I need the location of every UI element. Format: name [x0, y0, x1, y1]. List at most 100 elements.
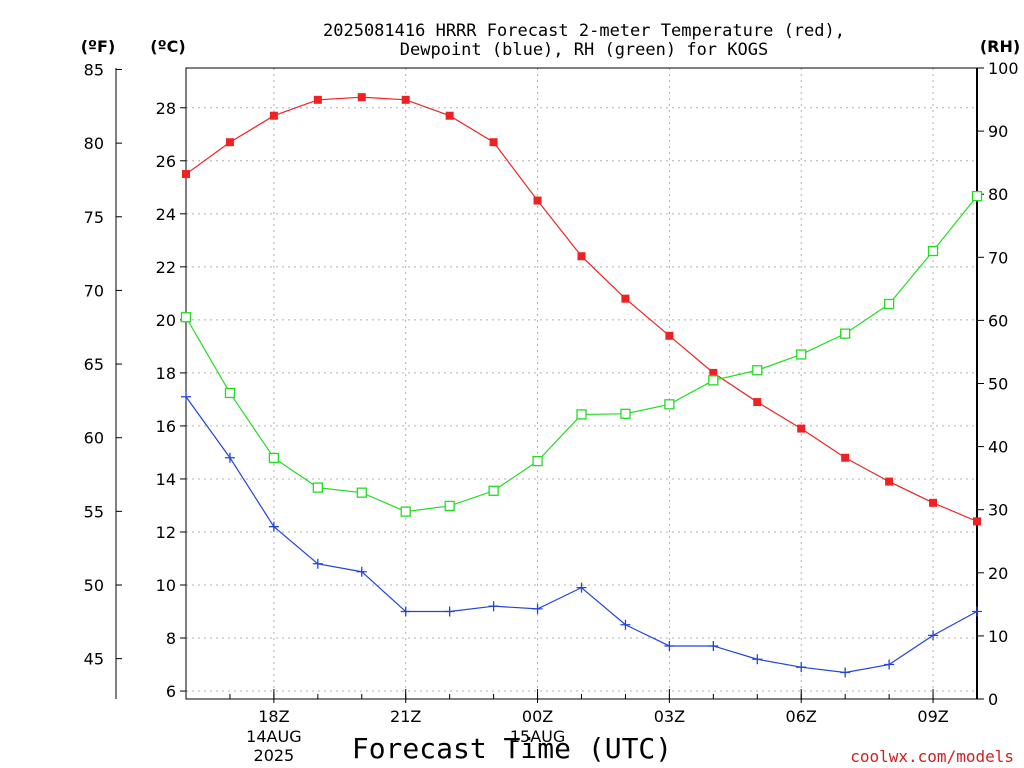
chart-title-line1: 2025081416 HRRR Forecast 2-meter Tempera…: [323, 21, 845, 41]
celsius-tick-label: 18: [156, 364, 176, 383]
rh-point: [312, 482, 323, 493]
temperature-point: [489, 138, 498, 147]
rh-tick-label: 10: [988, 627, 1008, 646]
rh-point: [356, 487, 367, 498]
rh-point: [971, 190, 983, 202]
dewpoint-point: [752, 654, 763, 665]
temperature-point: [401, 95, 410, 104]
x-tick-label: 21Z: [390, 707, 421, 726]
rh-point: [752, 365, 763, 376]
rh-point: [180, 312, 192, 323]
rh-point: [927, 245, 939, 257]
rh-point: [620, 408, 631, 419]
rh-point: [708, 375, 719, 386]
dewpoint-point: [664, 640, 675, 651]
celsius-tick-label: 8: [166, 629, 176, 648]
fahrenheit-tick-label: 60: [84, 429, 104, 448]
dewpoint-point: [840, 667, 851, 678]
celsius-tick-label: 26: [156, 152, 176, 171]
dewpoint-point: [312, 558, 323, 569]
rh-point: [883, 298, 895, 310]
x-tick-date: 15AUG: [510, 727, 565, 746]
rh-tick-label: 50: [988, 375, 1008, 394]
fahrenheit-tick-label: 45: [84, 650, 104, 669]
dewpoint-point: [488, 601, 499, 612]
rh-tick-label: 90: [988, 122, 1008, 141]
x-tick-label: 18Z: [258, 707, 289, 726]
dewpoint-line: [185, 396, 978, 674]
temperature-point: [313, 95, 322, 104]
fahrenheit-unit-label: (ºF): [81, 37, 116, 56]
dewpoint-point: [356, 566, 367, 577]
dewpoint-point: [400, 606, 411, 617]
dewpoint-point: [928, 630, 939, 641]
temperature-point: [929, 498, 938, 507]
dewpoint-point: [444, 606, 455, 617]
dewpoint-point: [620, 619, 631, 630]
dewpoint-point: [268, 521, 279, 532]
dewpoint-point: [796, 662, 807, 673]
celsius-tick-label: 20: [156, 311, 176, 330]
celsius-unit-label: (ºC): [150, 37, 185, 56]
celsius-tick-label: 12: [156, 523, 176, 542]
axes: 6 8 10 12 14 16 18 20 22 24 26 28 45 50 55 60 65 70 75 80 85…: [84, 59, 1019, 765]
grid-lines: [186, 68, 977, 699]
x-tick-label: 03Z: [654, 707, 685, 726]
temperature-point: [225, 138, 234, 147]
celsius-tick-label: 16: [156, 417, 176, 436]
rh-point: [664, 399, 675, 410]
rh-tick-label: 100: [988, 59, 1019, 78]
dewpoint-point: [576, 582, 587, 593]
rh-unit-label: (RH): [980, 37, 1020, 56]
fahrenheit-tick-label: 65: [84, 355, 104, 374]
celsius-tick-label: 24: [156, 205, 176, 224]
fahrenheit-tick-label: 80: [84, 134, 104, 153]
rh-tick-label: 30: [988, 501, 1008, 520]
rh-point: [532, 455, 543, 467]
temperature-point: [621, 294, 630, 303]
rh-tick-label: 60: [988, 311, 1008, 330]
x-tick-label: 09Z: [917, 707, 948, 726]
credit-text: coolwx.com/models: [850, 747, 1014, 766]
temperature-point: [182, 170, 190, 179]
dewpoint-point: [224, 452, 235, 463]
rh-tick-label: 80: [988, 185, 1008, 204]
temperature-point: [973, 517, 981, 526]
temperature-point: [445, 111, 454, 120]
x-axis-label: Forecast Time (UTC): [352, 732, 672, 765]
rh-tick-label: 20: [988, 564, 1008, 583]
x-tick-label: 06Z: [786, 707, 817, 726]
rh-point: [840, 328, 851, 339]
rh-point: [400, 506, 411, 517]
rh-point: [796, 349, 807, 360]
rh-point: [444, 500, 455, 512]
rh-tick-label: 40: [988, 438, 1008, 457]
rh-tick-label: 0: [988, 690, 998, 709]
temperature-point: [885, 477, 894, 486]
dewpoint-point: [181, 391, 191, 402]
fahrenheit-tick-label: 55: [84, 502, 104, 521]
temperature-point: [357, 93, 366, 102]
temperature-point: [665, 331, 674, 340]
temperature-point: [797, 424, 806, 433]
temperature-point: [533, 196, 542, 205]
x-tick-date: 14AUG: [246, 727, 301, 746]
dewpoint-point: [884, 659, 895, 670]
rh-point: [576, 409, 587, 420]
dewpoint-point: [708, 640, 719, 651]
temperature-point: [753, 398, 762, 407]
fahrenheit-tick-label: 50: [84, 576, 104, 595]
dewpoint-point: [972, 606, 982, 617]
temperature-point: [709, 368, 718, 377]
fahrenheit-tick-label: 85: [84, 60, 104, 79]
rh-tick-label: 70: [988, 248, 1008, 267]
rh-point: [224, 387, 236, 399]
temperature-point: [269, 111, 278, 120]
fahrenheit-tick-label: 75: [84, 208, 104, 227]
dewpoint-point: [532, 603, 543, 614]
x-tick-year: 2025: [254, 746, 295, 765]
temperature-point: [841, 453, 850, 462]
plot-frame: [185, 67, 978, 700]
celsius-tick-label: 6: [166, 682, 176, 701]
